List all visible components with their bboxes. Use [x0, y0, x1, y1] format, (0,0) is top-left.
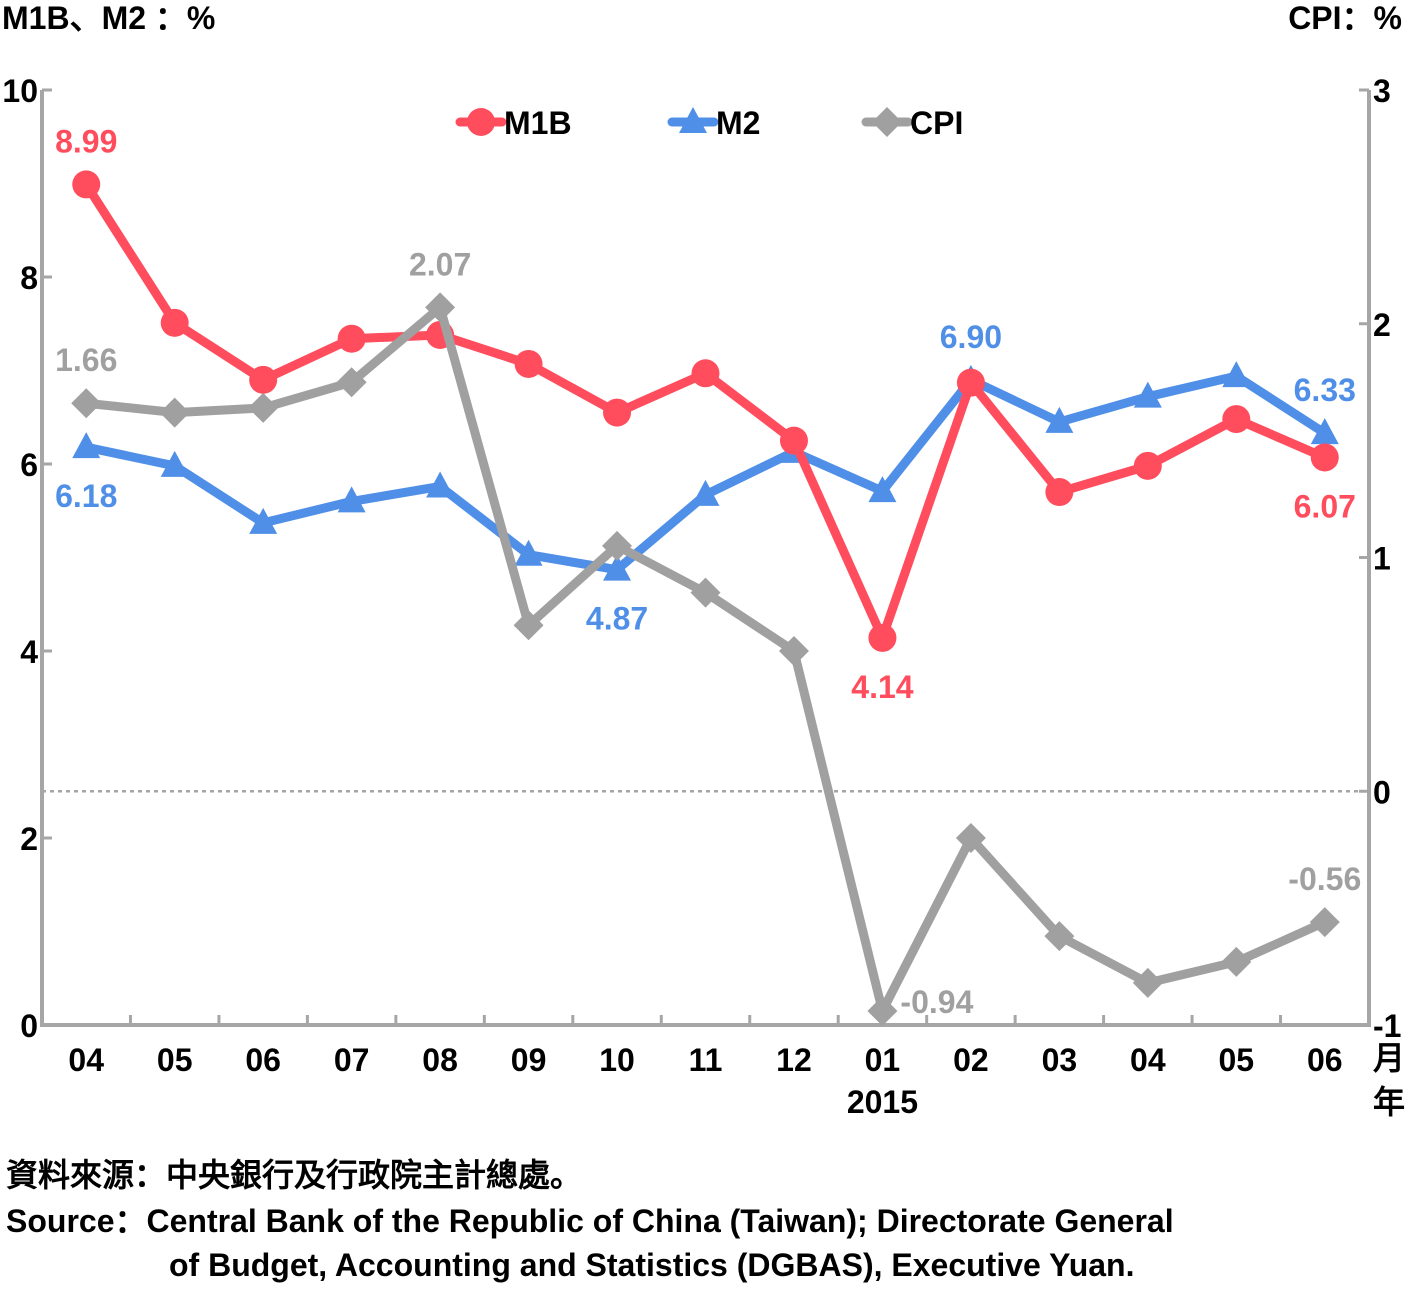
legend-m1b-circle-icon [467, 108, 495, 136]
cpi-point [1221, 946, 1252, 977]
m1b-data-label: 8.99 [55, 123, 117, 159]
right-axis-tick-label: 3 [1373, 73, 1391, 109]
left-axis-tick-label: 0 [20, 1008, 38, 1044]
cpi-point [513, 610, 544, 641]
m1b-point [956, 368, 985, 397]
legend-cpi-label: CPI [910, 105, 963, 141]
right-axis-tick-label: 0 [1373, 774, 1391, 810]
m1b-point [779, 426, 808, 455]
cpi-point [1044, 921, 1075, 952]
legend-m1b-label: M1B [504, 105, 572, 141]
m2-point [72, 432, 101, 459]
source-note-en-line1: Source：Central Bank of the Republic of C… [6, 1203, 1174, 1239]
m2-point [514, 539, 543, 566]
x-axis-tick-label: 05 [1219, 1042, 1255, 1078]
x-axis-tick-label: 05 [157, 1042, 193, 1078]
series-layer [71, 170, 1340, 1026]
m1b-point [337, 324, 366, 353]
m2-data-label: 4.87 [586, 601, 648, 637]
legend-cpi-diamond-icon [872, 107, 902, 137]
cpi-point [336, 367, 367, 398]
right-axis-tick-label: 2 [1373, 307, 1391, 343]
m2-point [1045, 406, 1074, 433]
m1b-data-label: 6.07 [1294, 488, 1356, 524]
m2-point [337, 486, 366, 513]
cpi-point [1132, 967, 1163, 998]
m2-point [691, 479, 720, 506]
m2-point [868, 476, 897, 503]
cpi-point [248, 392, 279, 423]
m2-point [160, 450, 189, 477]
cpi-data-label: 2.07 [409, 246, 471, 282]
left-axis-tick-label: 8 [20, 260, 38, 296]
m2-point [1133, 381, 1162, 408]
m1b-point [691, 359, 720, 388]
x-axis-tick-label: 06 [1307, 1042, 1343, 1078]
m1b-point [249, 365, 278, 394]
m2-data-label: 6.90 [940, 319, 1002, 355]
x-axis-tick-label: 09 [511, 1042, 547, 1078]
m2-point [426, 471, 455, 498]
x-axis-year-label: 2015 [847, 1084, 918, 1120]
m1b-point [1045, 478, 1074, 507]
right-axis-tick-label: -1 [1373, 1008, 1401, 1044]
m2-point [603, 554, 632, 581]
x-axis-tick-label: 06 [245, 1042, 281, 1078]
cpi-point [690, 577, 721, 608]
cpi-point [71, 388, 102, 419]
x-axis-tick-label: 07 [334, 1042, 370, 1078]
m1b-point [514, 349, 543, 378]
x-axis-tick-label: 08 [422, 1042, 458, 1078]
left-axis-tick-label: 10 [2, 73, 38, 109]
cpi-point [1309, 907, 1340, 938]
right-axis-title: CPI：% [1288, 0, 1402, 36]
x-axis-year-unit: 年 [1373, 1084, 1405, 1120]
m1b-point [1310, 443, 1339, 472]
x-axis-tick-label: 12 [776, 1042, 812, 1078]
x-axis-tick-label: 04 [68, 1042, 104, 1078]
x-axis-tick-label: 02 [953, 1042, 989, 1078]
cpi-data-label: 1.66 [55, 342, 117, 378]
legend-m2-label: M2 [716, 105, 760, 141]
m2-point [1222, 361, 1251, 388]
x-axis-tick-label: 01 [865, 1042, 901, 1078]
left-axis-tick-label: 2 [20, 821, 38, 857]
left-axis-title: M1B、M2 ：% [2, 0, 216, 36]
m1b-point [603, 398, 632, 427]
cpi-data-label: -0.56 [1288, 861, 1361, 897]
x-axis-month-unit: 月 [1373, 1040, 1405, 1076]
right-axis-tick-label: 1 [1373, 541, 1391, 577]
cpi-data-label: -0.94 [900, 984, 973, 1020]
x-axis-tick-label: 03 [1042, 1042, 1078, 1078]
x-axis-tick-label: 04 [1130, 1042, 1166, 1078]
cpi-point [602, 530, 633, 561]
m2-point [249, 507, 278, 534]
cpi-point [778, 636, 809, 666]
data-labels: 8.99 4.14 6.07 6.18 4.87 6.90 6.33 1.66 2.07 -0.9… [55, 123, 1361, 1020]
x-axis-tick-label: 11 [689, 1042, 723, 1078]
m1b-data-label: 4.14 [851, 669, 913, 705]
cpi-point [955, 823, 986, 853]
m2-data-label: 6.18 [55, 478, 117, 514]
m2-data-label: 6.33 [1294, 372, 1356, 408]
source-note-zh: 資料來源：中央銀行及行政院主計總處。 [6, 1157, 583, 1193]
left-axis-tick-label: 6 [20, 447, 38, 483]
m1b-point [1133, 451, 1162, 480]
x-axis-tick-label: 10 [599, 1042, 635, 1078]
left-axis-tick-label: 4 [20, 634, 38, 670]
source-note-en-line2: of Budget, Accounting and Statistics (DG… [169, 1247, 1135, 1283]
m1b-point [868, 623, 897, 652]
m2-point [1310, 418, 1339, 445]
m1b-point [160, 308, 189, 337]
legend: M1B M2 CPI [455, 105, 963, 141]
cpi-point [867, 995, 898, 1026]
m1b-point [72, 170, 101, 199]
cpi-point [159, 397, 190, 428]
legend-m2-triangle-icon [679, 107, 707, 133]
m1b-point [1222, 405, 1251, 434]
cpi-point [425, 292, 456, 323]
